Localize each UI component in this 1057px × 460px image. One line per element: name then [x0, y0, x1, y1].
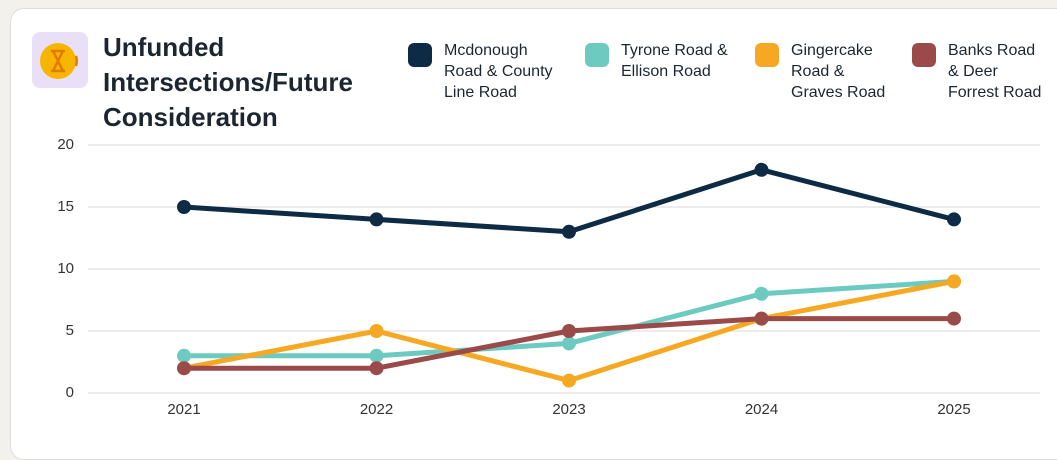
chart: 0 5 10 15 20 2021 2022 2023 2024 2025: [57, 136, 1040, 418]
legend-item: Banks Road & Deer Forrest Road: [912, 40, 1050, 103]
x-tick-label: 2023: [552, 401, 585, 418]
legend-swatch: [585, 43, 609, 67]
legend-item: Gingercake Road & Graves Road: [755, 40, 891, 103]
y-tick-label: 15: [57, 198, 74, 215]
data-point: [947, 212, 961, 227]
legend-swatch: [408, 43, 432, 67]
y-tick-label: 20: [57, 136, 74, 153]
y-tick-label: 10: [57, 260, 74, 277]
data-point: [562, 373, 576, 388]
data-point: [562, 224, 576, 239]
series-line: [183, 167, 955, 235]
data-point: [754, 286, 769, 301]
legend-swatch: [912, 43, 936, 67]
legend-label: Banks Road & Deer Forrest Road: [948, 42, 1042, 101]
y-tick-label: 0: [66, 384, 74, 401]
y-tick-label: 5: [66, 322, 74, 339]
legend-item: Mcdonough Road & County Line Road: [408, 40, 564, 103]
legend-swatch: [755, 43, 779, 67]
data-point: [369, 324, 384, 338]
x-tick-label: 2022: [360, 401, 393, 418]
data-point: [947, 311, 961, 326]
icon-graphic: [40, 43, 78, 79]
x-tick-label: 2024: [745, 401, 778, 418]
x-tick-label: 2021: [167, 401, 200, 418]
data-point: [177, 348, 191, 363]
data-point: [754, 162, 769, 177]
data-point: [369, 348, 384, 363]
data-point: [754, 311, 769, 326]
chart-title: Unfunded Intersections/Future Considerat…: [103, 32, 353, 132]
data-point: [177, 361, 191, 376]
data-point: [369, 212, 384, 227]
icon-arrow: [74, 55, 78, 67]
icon: [32, 32, 88, 88]
page: {"chart_data": {"type": "line", "title":…: [10, 8, 1057, 460]
data-point: [562, 336, 576, 351]
legend-label: Tyrone Road & Ellison Road: [621, 42, 728, 80]
data-point: [947, 274, 961, 289]
data-point: [177, 200, 191, 214]
data-point: [369, 361, 384, 376]
x-tick-label: 2025: [937, 401, 970, 418]
legend-label: Mcdonough Road & County Line Road: [444, 42, 553, 101]
legend-label: Gingercake Road & Graves Road: [791, 42, 886, 101]
data-point: [562, 324, 576, 338]
legend-item: Tyrone Road & Ellison Road: [585, 40, 749, 82]
icon-hourglass: [51, 49, 65, 73]
card: [10, 8, 1057, 460]
